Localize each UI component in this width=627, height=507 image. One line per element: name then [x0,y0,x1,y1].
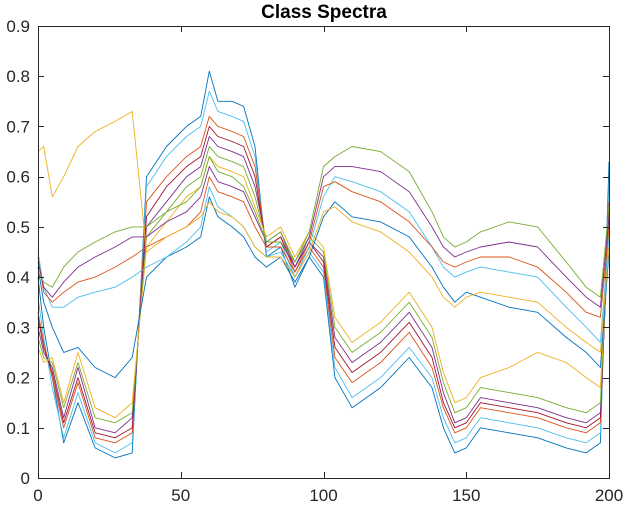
y-tick-label: 0 [21,469,30,488]
y-tick-label: 0.3 [6,318,30,337]
series-line-13 [37,110,610,353]
x-tick-label: 100 [309,486,337,505]
series-line-6 [37,146,610,424]
series-line-12 [37,146,610,298]
y-tick-label: 0.1 [6,419,30,438]
x-tick-label: 50 [171,486,190,505]
series-line-4 [37,125,610,439]
axes-layer [38,26,610,479]
y-tick-label: 0.8 [6,67,30,86]
x-tick-label: 200 [595,486,623,505]
y-tick-label: 0.6 [6,168,30,187]
series-line-9 [37,176,610,343]
series-line-7 [37,156,610,419]
y-tick-label: 0.9 [6,17,30,36]
y-tick-label: 0.4 [6,268,30,287]
y-tick-label: 0.5 [6,218,30,237]
x-tick-label: 0 [33,486,42,505]
y-tick-label: 0.2 [6,369,30,388]
chart-title: Class Spectra [261,2,387,23]
series-line-10 [37,176,610,318]
y-tick-labels: 0 0.1 0.2 0.3 0.4 0.5 0.6 0.7 0.8 0.9 [6,17,30,488]
series-layer [37,70,610,459]
x-tick-label: 150 [452,486,480,505]
y-tick-label: 0.7 [6,117,30,136]
x-tick-labels: 0 50 100 150 200 [33,486,623,505]
